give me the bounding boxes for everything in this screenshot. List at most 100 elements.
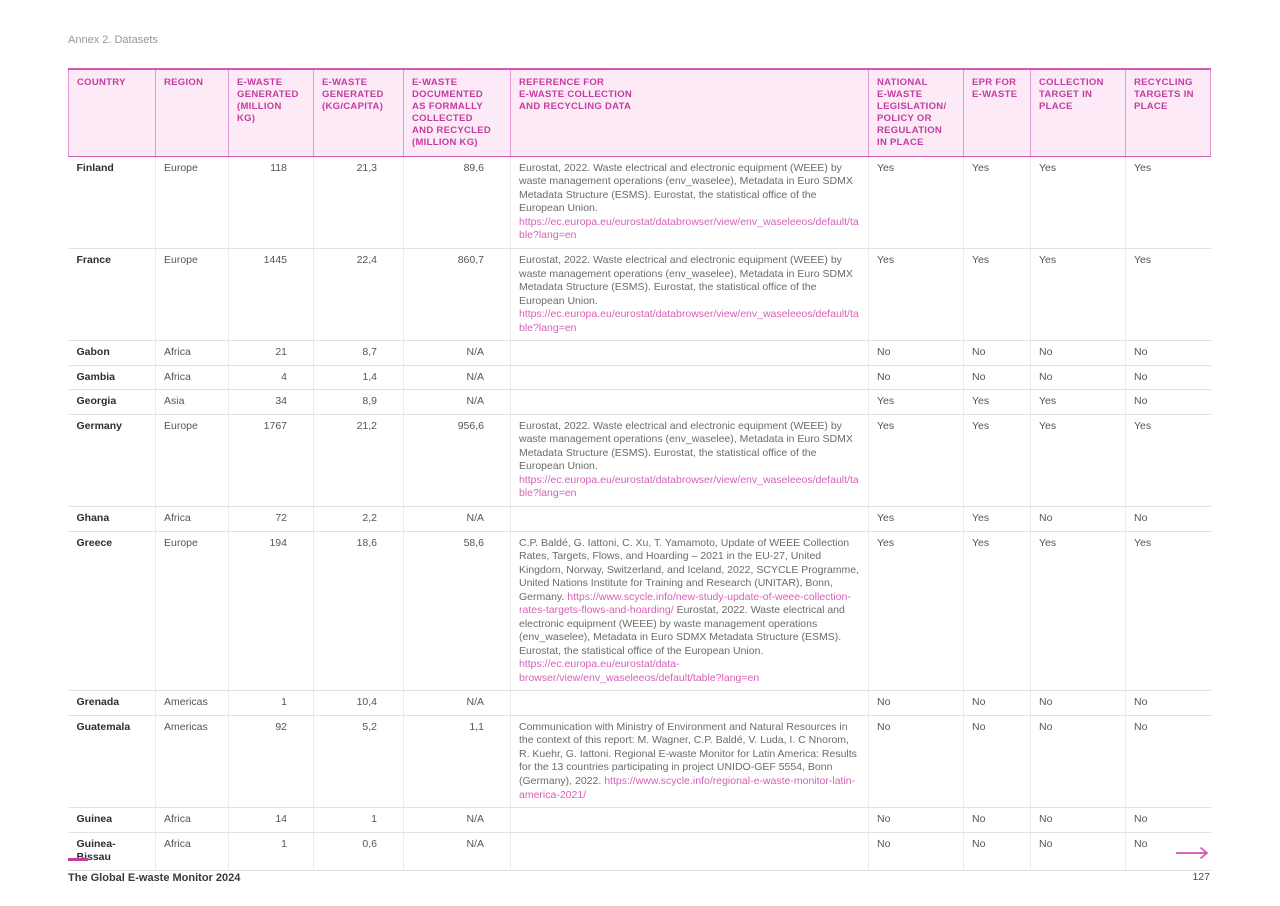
cell-epr: Yes xyxy=(963,506,1031,532)
table-row: Grenada Americas 1 10,4 N/A No No No No xyxy=(68,690,1211,716)
cell-national_legislation: No xyxy=(868,365,964,391)
cell-recycling_targets: No xyxy=(1125,389,1211,415)
cell-region: Europe xyxy=(155,248,229,342)
cell-recycling_targets: No xyxy=(1125,340,1211,366)
arrow-right-icon xyxy=(1175,847,1208,859)
cell-reference: C.P. Baldé, G. Iattoni, C. Xu, T. Yamamo… xyxy=(510,531,869,692)
cell-documented_collected_million_kg: 1,1 xyxy=(403,715,511,809)
cell-recycling_targets: Yes xyxy=(1125,248,1211,342)
cell-collection_target: Yes xyxy=(1030,414,1126,507)
footer-title: The Global E-waste Monitor 2024 xyxy=(68,872,241,884)
cell-documented_collected_million_kg: N/A xyxy=(403,389,511,415)
cell-generated_million_kg: 72 xyxy=(228,506,314,532)
reference-link[interactable]: https://www.scycle.info/regional-e-waste… xyxy=(519,775,856,801)
cell-generated_million_kg: 92 xyxy=(228,715,314,809)
cell-reference xyxy=(510,340,869,366)
reference-text: Eurostat, 2022. Waste electrical and ele… xyxy=(519,161,853,215)
cell-region: Americas xyxy=(155,715,229,809)
cell-collection_target: No xyxy=(1030,807,1126,833)
reference-link[interactable]: https://www.scycle.info/new-study-update… xyxy=(519,590,851,617)
reference-text: C.P. Baldé, G. Iattoni, C. Xu, T. Yamamo… xyxy=(519,536,860,603)
reference-link[interactable]: https://ec.europa.eu/eurostat/data-brows… xyxy=(519,658,760,684)
table-header: COUNTRY REGION E-WASTE GENERATED (MILLION … xyxy=(68,67,1211,157)
cell-generated_million_kg: 21 xyxy=(228,340,314,366)
cell-country: Gabon xyxy=(68,340,156,366)
cell-reference xyxy=(510,807,869,833)
table-row: Guinea Africa 14 1 N/A No No No No xyxy=(68,807,1211,833)
column-header-country: COUNTRY xyxy=(68,67,156,157)
reference-link[interactable]: https://ec.europa.eu/eurostat/databrowse… xyxy=(519,215,859,242)
reference-text: Eurostat, 2022. Waste electrical and ele… xyxy=(519,254,853,307)
cell-reference: Eurostat, 2022. Waste electrical and ele… xyxy=(510,156,869,250)
cell-generated_million_kg: 14 xyxy=(228,807,314,833)
cell-reference xyxy=(510,690,869,716)
table-header-row: COUNTRY REGION E-WASTE GENERATED (MILLION … xyxy=(68,67,1211,157)
cell-country: Guinea-Bissau xyxy=(68,832,156,871)
cell-collection_target: No xyxy=(1030,340,1126,366)
cell-country: Greece xyxy=(68,531,156,692)
cell-generated_kg_per_capita: 0,6 xyxy=(313,832,404,871)
cell-national_legislation: No xyxy=(868,715,964,809)
table-row: France Europe 1445 22,4 860,7 Eurostat, 2022.… xyxy=(68,248,1211,342)
cell-epr: No xyxy=(963,832,1031,871)
cell-national_legislation: No xyxy=(868,832,964,871)
cell-region: Africa xyxy=(155,365,229,391)
cell-country: Ghana xyxy=(68,506,156,532)
cell-reference xyxy=(510,832,869,871)
datasets-table: COUNTRY REGION E-WASTE GENERATED (MILLION … xyxy=(68,67,1211,871)
cell-collection_target: No xyxy=(1030,832,1126,871)
column-header-generated_million_kg: E-WASTE GENERATED (MILLION KG) xyxy=(228,67,314,157)
cell-region: Africa xyxy=(155,807,229,833)
cell-region: Africa xyxy=(155,832,229,871)
reference-link[interactable]: https://ec.europa.eu/eurostat/databrowse… xyxy=(519,308,859,334)
cell-recycling_targets: Yes xyxy=(1125,531,1211,692)
cell-collection_target: No xyxy=(1030,715,1126,809)
table-body: Finland Europe 118 21,3 89,6 Eurostat, 2022. … xyxy=(68,156,1211,871)
cell-generated_kg_per_capita: 21,2 xyxy=(313,414,404,507)
cell-country: France xyxy=(68,248,156,342)
next-page-arrow[interactable] xyxy=(1175,846,1210,859)
cell-reference: Communication with Ministry of Environme… xyxy=(510,715,869,809)
cell-reference: Eurostat, 2022. Waste electrical and ele… xyxy=(510,414,869,507)
cell-national_legislation: Yes xyxy=(868,506,964,532)
cell-country: Grenada xyxy=(68,690,156,716)
cell-national_legislation: No xyxy=(868,807,964,833)
cell-region: Europe xyxy=(155,531,229,692)
cell-generated_kg_per_capita: 1,4 xyxy=(313,365,404,391)
footer-accent-line xyxy=(68,858,88,861)
cell-recycling_targets: No xyxy=(1125,365,1211,391)
table-row: Guatemala Americas 92 5,2 1,1 Communication w… xyxy=(68,715,1211,809)
cell-generated_million_kg: 4 xyxy=(228,365,314,391)
cell-collection_target: No xyxy=(1030,690,1126,716)
cell-generated_kg_per_capita: 1 xyxy=(313,807,404,833)
cell-generated_million_kg: 1767 xyxy=(228,414,314,507)
column-header-recycling_targets: RECYCLING TARGETS IN PLACE xyxy=(1125,67,1211,157)
table-row: Finland Europe 118 21,3 89,6 Eurostat, 2022. … xyxy=(68,156,1211,250)
cell-reference xyxy=(510,389,869,415)
cell-documented_collected_million_kg: N/A xyxy=(403,340,511,366)
annex-label: Annex 2. Datasets xyxy=(68,34,158,46)
cell-region: Europe xyxy=(155,414,229,507)
cell-recycling_targets: No xyxy=(1125,506,1211,532)
cell-generated_kg_per_capita: 5,2 xyxy=(313,715,404,809)
cell-recycling_targets: No xyxy=(1125,715,1211,809)
cell-generated_million_kg: 194 xyxy=(228,531,314,692)
column-header-generated_kg_per_capita: E-WASTE GENERATED (KG/CAPITA) xyxy=(313,67,404,157)
cell-epr: Yes xyxy=(963,389,1031,415)
table-row: Guinea-Bissau Africa 1 0,6 N/A No No No No xyxy=(68,832,1211,871)
cell-collection_target: Yes xyxy=(1030,156,1126,250)
cell-epr: Yes xyxy=(963,248,1031,342)
cell-generated_million_kg: 1 xyxy=(228,832,314,871)
cell-country: Gambia xyxy=(68,365,156,391)
reference-text: Communication with Ministry of Environme… xyxy=(519,720,857,787)
reference-link[interactable]: https://ec.europa.eu/eurostat/databrowse… xyxy=(519,473,859,500)
cell-documented_collected_million_kg: 860,7 xyxy=(403,248,511,342)
cell-epr: No xyxy=(963,690,1031,716)
cell-recycling_targets: Yes xyxy=(1125,156,1211,250)
cell-national_legislation: No xyxy=(868,690,964,716)
cell-generated_kg_per_capita: 10,4 xyxy=(313,690,404,716)
table-row: Georgia Asia 34 8,9 N/A Yes Yes Yes No xyxy=(68,389,1211,415)
cell-generated_million_kg: 1 xyxy=(228,690,314,716)
cell-country: Finland xyxy=(68,156,156,250)
